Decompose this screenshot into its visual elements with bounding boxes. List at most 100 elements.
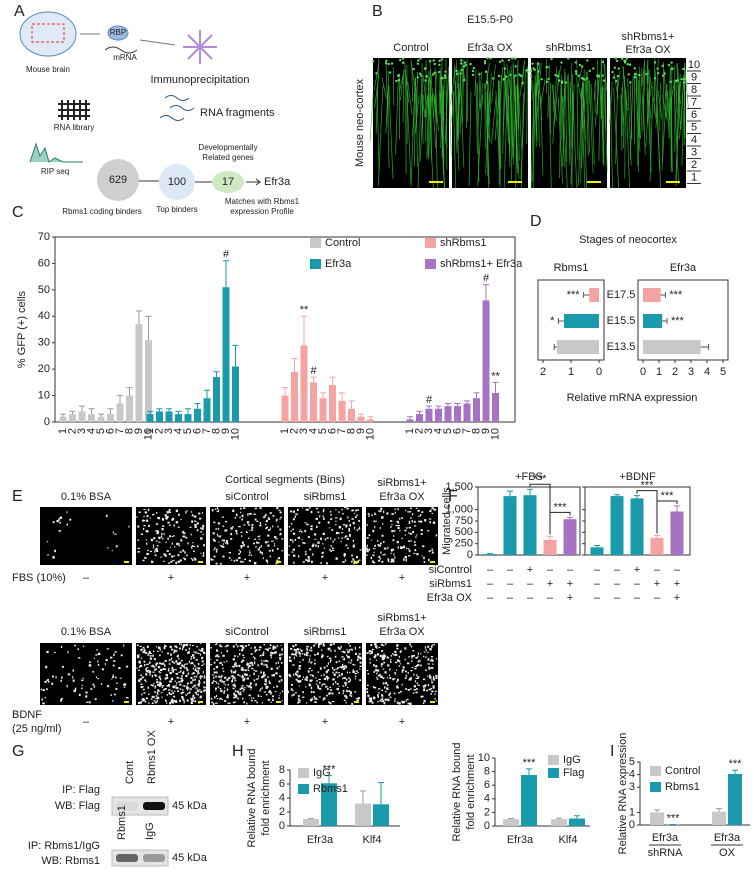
legend-label: IgG xyxy=(313,767,331,779)
cell xyxy=(192,559,193,561)
cell xyxy=(210,659,211,660)
cell xyxy=(157,517,159,519)
cell xyxy=(335,656,336,658)
cell xyxy=(266,560,268,562)
cell xyxy=(411,657,412,658)
cell xyxy=(143,528,144,530)
bar xyxy=(88,414,95,422)
cell xyxy=(347,672,348,674)
cell xyxy=(405,510,406,511)
cell xyxy=(314,697,316,699)
cell xyxy=(90,688,92,690)
condition-sign: – xyxy=(634,578,641,590)
cell xyxy=(429,60,431,62)
cell xyxy=(486,81,488,83)
cell xyxy=(211,698,213,700)
cell xyxy=(155,554,157,556)
cell xyxy=(171,667,173,669)
cell xyxy=(167,511,169,513)
cell xyxy=(421,533,423,535)
cell xyxy=(120,678,122,679)
cell xyxy=(661,65,663,67)
cell xyxy=(305,678,307,680)
cell xyxy=(196,676,197,678)
bar xyxy=(589,288,599,302)
cell xyxy=(259,649,261,650)
cell xyxy=(394,698,396,699)
cell xyxy=(402,670,404,671)
cell xyxy=(240,532,242,533)
cell xyxy=(249,665,251,667)
cell xyxy=(433,676,435,678)
bin-label: 7 xyxy=(691,96,697,108)
cell xyxy=(179,648,181,650)
cell xyxy=(190,698,191,699)
cell xyxy=(391,549,393,551)
cell xyxy=(175,646,177,647)
cell xyxy=(252,524,254,526)
cell xyxy=(372,649,374,650)
cell xyxy=(338,647,339,649)
cell xyxy=(154,674,156,676)
panel-label: D xyxy=(530,213,542,230)
error-bar xyxy=(662,318,667,324)
cell xyxy=(377,701,379,702)
cell xyxy=(171,678,173,680)
cell xyxy=(114,694,116,696)
cell xyxy=(399,656,400,658)
cell xyxy=(291,660,293,661)
cell xyxy=(306,524,308,525)
bar xyxy=(69,414,76,422)
cell xyxy=(305,559,307,561)
cell xyxy=(186,555,188,557)
cell xyxy=(250,530,251,531)
cell xyxy=(180,667,181,669)
cell xyxy=(184,559,185,560)
cell xyxy=(530,75,532,77)
cell xyxy=(341,656,343,657)
cell xyxy=(424,561,425,563)
cell xyxy=(123,644,124,646)
cell xyxy=(74,645,76,647)
cell xyxy=(379,647,381,648)
cell xyxy=(293,555,295,557)
cell xyxy=(154,696,155,698)
cell xyxy=(400,691,402,693)
cell xyxy=(292,664,294,665)
cell xyxy=(192,645,194,646)
cell xyxy=(265,664,267,666)
cell xyxy=(351,695,353,697)
cell xyxy=(302,691,304,693)
cell xyxy=(332,667,333,669)
cell xyxy=(203,555,204,557)
cell xyxy=(314,663,316,665)
cell xyxy=(143,516,144,517)
bar xyxy=(355,804,371,826)
cell xyxy=(271,668,273,670)
cell xyxy=(297,509,299,511)
cell xyxy=(53,521,55,523)
y-tick-label: 0 xyxy=(629,819,635,831)
condition-sign: – xyxy=(614,578,621,590)
cell xyxy=(241,687,243,689)
cell xyxy=(193,657,195,659)
cell xyxy=(390,692,391,694)
cell xyxy=(431,679,432,680)
cell xyxy=(273,687,274,689)
cell xyxy=(321,656,323,658)
cell xyxy=(187,685,188,687)
cell xyxy=(408,555,410,556)
error-bar xyxy=(349,401,355,409)
cell xyxy=(146,670,148,672)
cell xyxy=(329,549,330,551)
cell xyxy=(271,652,273,654)
cell xyxy=(259,539,261,540)
cell xyxy=(288,691,289,693)
cell xyxy=(394,651,396,653)
cell xyxy=(224,683,225,685)
condition-sign: – xyxy=(507,592,514,604)
cell xyxy=(291,530,292,531)
condition-sign: – xyxy=(654,592,661,604)
cell xyxy=(229,557,230,559)
cell xyxy=(416,508,418,509)
